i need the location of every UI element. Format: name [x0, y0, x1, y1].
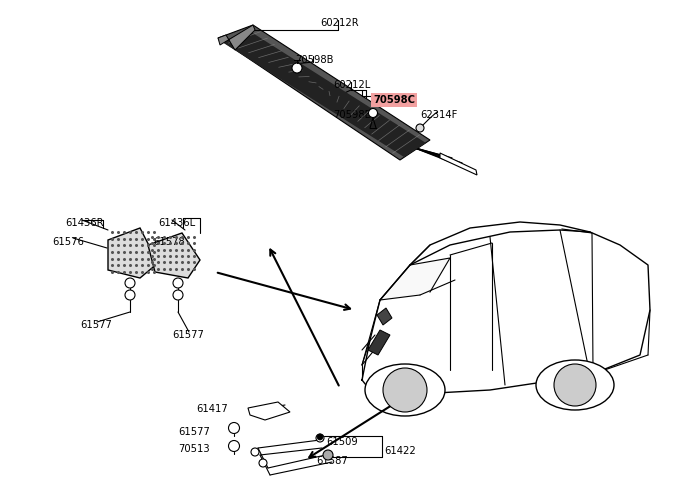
Text: 70598B: 70598B — [333, 110, 372, 120]
Text: 61587: 61587 — [316, 456, 347, 466]
Circle shape — [369, 109, 378, 118]
Text: 61436L: 61436L — [158, 218, 195, 228]
Ellipse shape — [365, 364, 445, 416]
Circle shape — [251, 448, 259, 456]
Text: 61577: 61577 — [178, 427, 210, 437]
Circle shape — [383, 368, 427, 412]
Text: 70598B: 70598B — [295, 55, 334, 65]
Polygon shape — [248, 402, 290, 420]
Circle shape — [228, 422, 239, 433]
Circle shape — [416, 124, 424, 132]
Circle shape — [316, 434, 324, 442]
Circle shape — [554, 364, 596, 406]
Text: 60212L: 60212L — [333, 80, 370, 90]
Polygon shape — [218, 25, 430, 160]
Text: 61577: 61577 — [172, 330, 204, 340]
Text: 61509: 61509 — [326, 437, 358, 447]
Circle shape — [173, 278, 183, 288]
Polygon shape — [222, 30, 426, 157]
Circle shape — [259, 459, 267, 467]
Text: 61578: 61578 — [153, 237, 185, 247]
Circle shape — [125, 278, 135, 288]
Circle shape — [323, 450, 333, 460]
Polygon shape — [218, 25, 255, 50]
Text: 70598C: 70598C — [373, 95, 415, 105]
Text: 62314F: 62314F — [420, 110, 458, 120]
Text: 70513: 70513 — [178, 444, 210, 454]
Text: 61436R: 61436R — [65, 218, 103, 228]
Text: 61417: 61417 — [196, 404, 228, 414]
Circle shape — [317, 434, 323, 440]
Polygon shape — [148, 233, 200, 278]
Circle shape — [228, 440, 239, 451]
Ellipse shape — [536, 360, 614, 410]
Circle shape — [125, 290, 135, 300]
Text: 61577: 61577 — [80, 320, 112, 330]
Circle shape — [292, 63, 302, 73]
Text: 61576: 61576 — [52, 237, 84, 247]
Polygon shape — [108, 228, 158, 278]
Polygon shape — [380, 258, 450, 300]
Polygon shape — [368, 330, 390, 355]
Text: 60212R: 60212R — [320, 18, 358, 28]
Circle shape — [173, 290, 183, 300]
Polygon shape — [440, 153, 477, 175]
Text: 61422: 61422 — [384, 446, 416, 456]
Polygon shape — [377, 308, 392, 325]
